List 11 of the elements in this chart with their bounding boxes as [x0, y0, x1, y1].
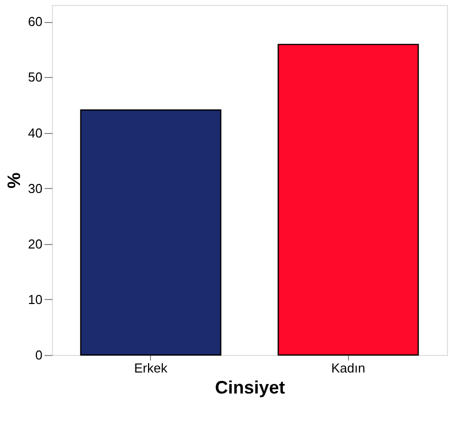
x-axis-title: Cinsiyet: [214, 378, 286, 398]
y-tick-label: 40: [28, 125, 42, 140]
y-tick-label: 10: [28, 292, 42, 307]
y-tick-label: 20: [28, 236, 42, 252]
y-tick-label: 0: [35, 348, 42, 362]
y-tick-label: 60: [28, 14, 42, 30]
x-tick-label: Erkek: [134, 360, 168, 376]
y-tick-label: 50: [28, 70, 42, 85]
y-tick-label: 30: [28, 180, 42, 196]
y-axis-title: %: [4, 172, 24, 189]
x-tick-label: Kadın: [331, 360, 366, 376]
